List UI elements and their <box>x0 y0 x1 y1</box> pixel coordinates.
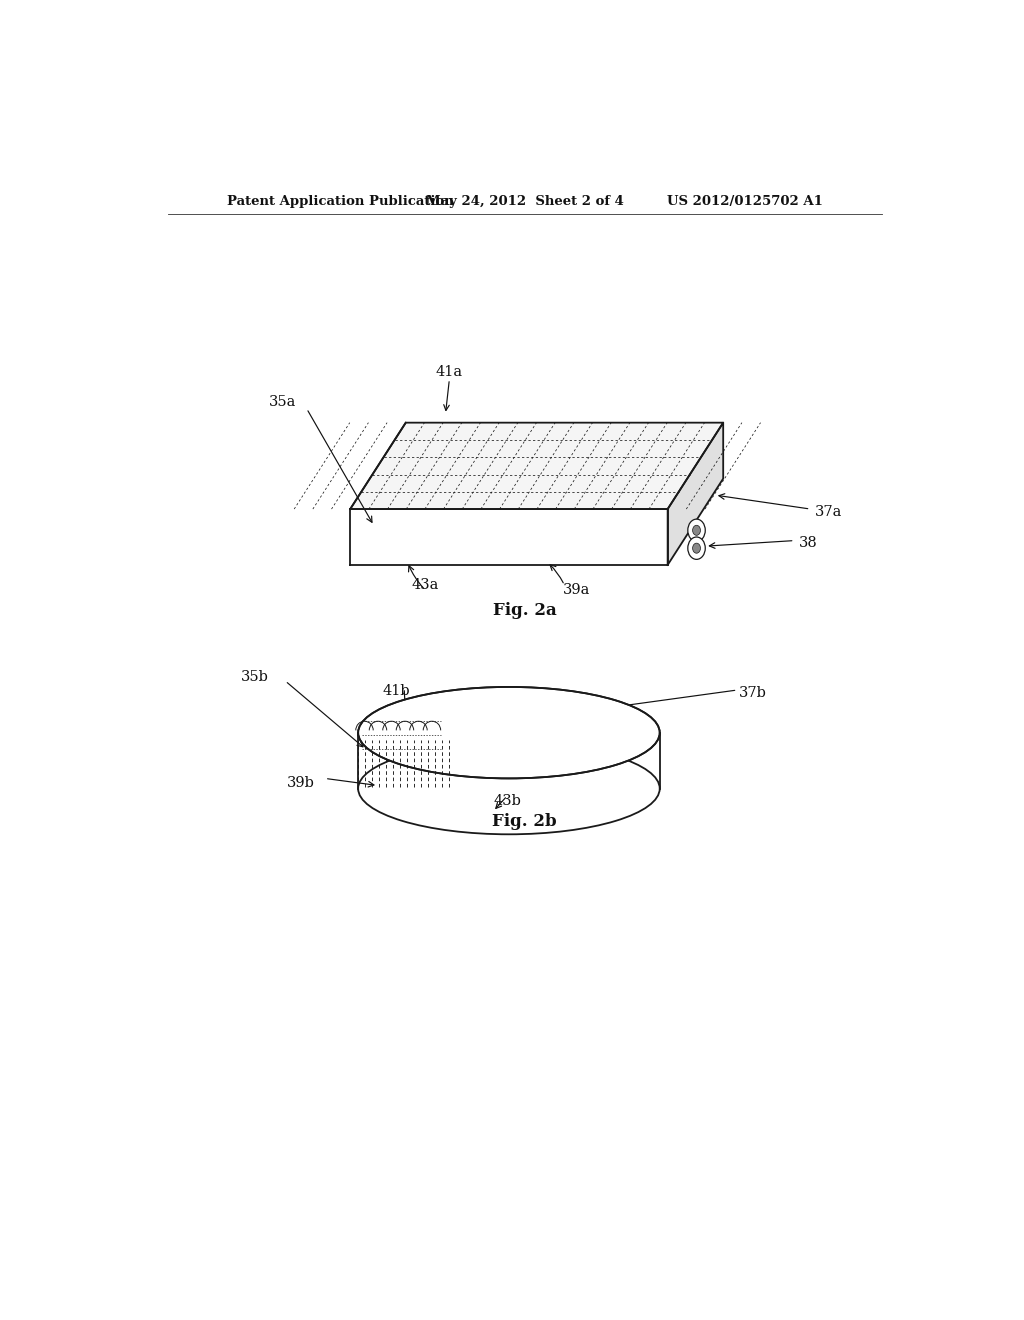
Text: 37b: 37b <box>739 686 767 700</box>
Text: US 2012/0125702 A1: US 2012/0125702 A1 <box>667 194 822 207</box>
Text: Patent Application Publication: Patent Application Publication <box>227 194 454 207</box>
Circle shape <box>688 519 706 541</box>
Polygon shape <box>350 422 723 510</box>
Ellipse shape <box>358 686 659 779</box>
Text: 35b: 35b <box>241 669 269 684</box>
Polygon shape <box>350 510 668 565</box>
Polygon shape <box>358 733 659 788</box>
Text: 43b: 43b <box>494 793 521 808</box>
Text: 41a: 41a <box>436 364 463 379</box>
Circle shape <box>688 537 706 560</box>
Text: May 24, 2012  Sheet 2 of 4: May 24, 2012 Sheet 2 of 4 <box>426 194 624 207</box>
Text: 37a: 37a <box>814 506 842 519</box>
Text: 41b: 41b <box>382 684 410 698</box>
Text: 35a: 35a <box>269 395 296 409</box>
Ellipse shape <box>358 743 659 834</box>
Circle shape <box>692 543 700 553</box>
Text: Fig. 2a: Fig. 2a <box>493 602 557 619</box>
Polygon shape <box>668 422 723 565</box>
Text: Fig. 2b: Fig. 2b <box>493 813 557 829</box>
Text: 38: 38 <box>799 536 817 549</box>
Text: 39a: 39a <box>563 583 590 598</box>
Circle shape <box>692 525 700 536</box>
Text: 43a: 43a <box>412 578 439 593</box>
Text: 39b: 39b <box>287 776 315 791</box>
